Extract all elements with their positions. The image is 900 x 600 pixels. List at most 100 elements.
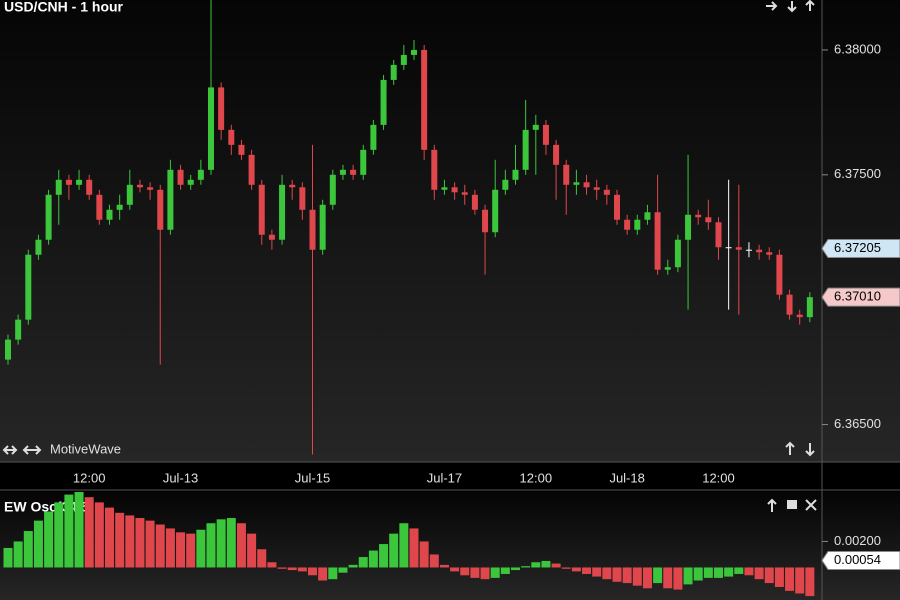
x-tick-label: Jul-18 xyxy=(609,470,644,485)
oscillator-bar xyxy=(450,567,460,572)
oscillator-bar xyxy=(196,529,206,568)
candle-body xyxy=(147,187,154,190)
candle-body xyxy=(431,149,438,190)
oscillator-bar xyxy=(663,567,673,589)
x-tick-label: Jul-17 xyxy=(427,470,462,485)
candle-body xyxy=(208,87,214,170)
candle-body xyxy=(685,214,692,240)
candle-body xyxy=(116,204,123,210)
candle-body xyxy=(86,179,93,195)
candle-body xyxy=(674,239,681,268)
x-tick-label: Jul-15 xyxy=(295,470,330,485)
candle-body xyxy=(400,54,407,65)
oscillator-bar xyxy=(318,567,328,581)
oscillator-bar xyxy=(602,567,612,580)
candle-body xyxy=(756,249,763,253)
candle-body xyxy=(776,254,783,295)
oscillator-bar xyxy=(358,557,368,568)
candle-body xyxy=(725,247,732,249)
oscillator-bar xyxy=(338,567,348,573)
candle-body xyxy=(329,174,336,205)
oscillator-bar xyxy=(754,567,764,580)
candle-body xyxy=(695,214,702,218)
oscillator-bar xyxy=(693,567,703,581)
candle-body xyxy=(624,219,631,230)
oscillator-bar xyxy=(795,567,805,594)
oscillator-bar xyxy=(714,567,723,578)
oscillator-bar xyxy=(94,502,104,568)
oscillator-bar xyxy=(480,567,490,580)
candle-body xyxy=(96,194,103,220)
candle-body xyxy=(339,169,346,175)
chart-title: USD/CNH - 1 hour xyxy=(4,0,124,15)
oscillator-bar xyxy=(155,524,165,568)
candle-body xyxy=(167,169,174,230)
watermark: MotiveWave xyxy=(50,441,121,456)
oscillator-bar xyxy=(115,512,125,568)
price-badge xyxy=(821,238,900,258)
candle-body xyxy=(573,182,580,185)
oscillator-bar xyxy=(44,511,54,568)
candle-body xyxy=(299,187,306,210)
candle-body xyxy=(268,234,275,240)
y-tick-label: 6.38000 xyxy=(834,41,881,56)
candle-body xyxy=(614,194,620,220)
oscillator-bar xyxy=(764,567,774,584)
oscillator-bar xyxy=(287,567,297,571)
oscillator-bar xyxy=(277,567,287,569)
oscillator-bar xyxy=(165,528,175,568)
oscillator-bar xyxy=(612,567,622,582)
candle-body xyxy=(380,79,387,125)
oscillator-bar xyxy=(632,567,642,586)
candle-body xyxy=(248,154,255,185)
oscillator-bar xyxy=(125,515,135,568)
candle-body xyxy=(228,129,235,145)
oscillator-bar xyxy=(774,567,784,587)
oscillator-bar xyxy=(3,547,13,568)
candle-body xyxy=(136,184,143,188)
oscillator-bar xyxy=(622,567,632,584)
candle-body xyxy=(603,189,610,195)
y-tick-label: 0.00200 xyxy=(834,533,881,548)
y-tick-label: 6.36500 xyxy=(834,416,881,431)
candle-body xyxy=(745,249,752,251)
candle-body xyxy=(766,252,773,255)
oscillator-bar xyxy=(328,567,338,580)
candle-body xyxy=(187,179,194,185)
candle-body xyxy=(279,184,286,240)
oscillator-bar xyxy=(785,567,795,591)
candle-body xyxy=(55,179,62,195)
candle-body xyxy=(106,209,113,220)
oscillator-bar xyxy=(186,533,196,568)
oscillator-bar xyxy=(206,523,216,568)
oscillator-bar xyxy=(470,567,480,578)
candle-body xyxy=(35,239,42,255)
nav-icons[interactable] xyxy=(2,0,817,512)
candle-body xyxy=(197,169,204,180)
oscillator-bar xyxy=(500,567,510,574)
oscillator-bar xyxy=(308,567,317,576)
window-icon[interactable] xyxy=(787,500,797,509)
price-badge xyxy=(821,550,900,570)
candle-body xyxy=(411,49,417,55)
oscillator-bar xyxy=(267,562,277,568)
oscillator-bar xyxy=(348,564,358,568)
candle-body xyxy=(45,194,52,240)
candle-body xyxy=(715,222,722,248)
candle-body xyxy=(390,64,397,80)
candle-body xyxy=(664,267,671,270)
candle-body xyxy=(482,209,489,233)
oscillator-bar xyxy=(23,531,33,568)
oscillator-bar xyxy=(439,564,449,568)
candle-body xyxy=(65,179,72,185)
candle-body xyxy=(542,124,549,145)
oscillator-bar xyxy=(399,523,409,568)
oscillator-bar xyxy=(592,567,602,577)
candle-body xyxy=(644,212,651,220)
oscillator-bar xyxy=(368,550,378,568)
candle-body xyxy=(451,187,458,193)
candle-body xyxy=(786,294,793,315)
oscillator-bar xyxy=(703,567,713,578)
